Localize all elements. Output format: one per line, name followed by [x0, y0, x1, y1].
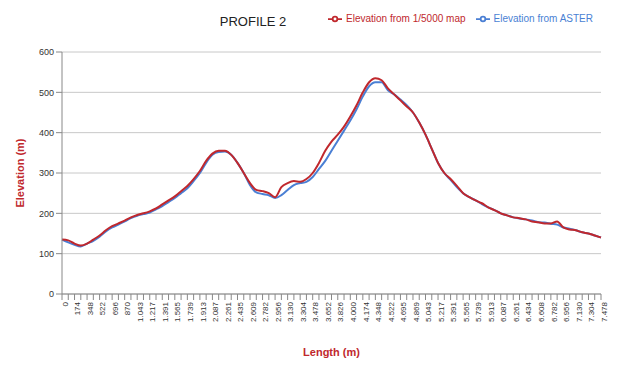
svg-text:2.435: 2.435	[236, 301, 245, 322]
svg-text:2.609: 2.609	[249, 301, 258, 322]
svg-text:2.782: 2.782	[261, 301, 270, 322]
svg-text:4.000: 4.000	[349, 301, 358, 322]
svg-text:Elevation (m): Elevation (m)	[14, 138, 26, 207]
svg-text:7.130: 7.130	[575, 301, 584, 322]
svg-text:1.043: 1.043	[136, 301, 145, 322]
svg-text:3.652: 3.652	[324, 301, 333, 322]
svg-text:4.174: 4.174	[362, 301, 371, 322]
svg-text:600: 600	[39, 47, 54, 57]
svg-text:6.087: 6.087	[499, 301, 508, 322]
svg-text:4.869: 4.869	[412, 301, 421, 322]
svg-text:1.391: 1.391	[161, 301, 170, 322]
svg-text:5.391: 5.391	[449, 301, 458, 322]
svg-text:6.261: 6.261	[512, 301, 521, 322]
svg-text:200: 200	[39, 209, 54, 219]
svg-text:1.913: 1.913	[199, 301, 208, 322]
svg-text:1.217: 1.217	[148, 301, 157, 322]
svg-text:3.478: 3.478	[311, 301, 320, 322]
svg-text:6.782: 6.782	[550, 301, 559, 322]
svg-text:4.522: 4.522	[387, 301, 396, 322]
svg-text:2.261: 2.261	[224, 301, 233, 322]
svg-text:0: 0	[49, 289, 54, 299]
svg-text:2.087: 2.087	[211, 301, 220, 322]
svg-text:Length (m): Length (m)	[303, 346, 360, 358]
svg-text:7.478: 7.478	[600, 301, 609, 322]
svg-text:0: 0	[61, 301, 70, 306]
svg-text:4.348: 4.348	[374, 301, 383, 322]
svg-text:2.956: 2.956	[274, 301, 283, 322]
svg-text:100: 100	[39, 249, 54, 259]
svg-text:522: 522	[98, 301, 107, 315]
html-text:Elevation from 1/5000 map: Elevation from 1/5000 map	[346, 12, 466, 24]
svg-text:6.608: 6.608	[537, 301, 546, 322]
svg-text:5.565: 5.565	[462, 301, 471, 322]
svg-text:500: 500	[39, 88, 54, 98]
svg-text:1.565: 1.565	[173, 301, 182, 322]
svg-text:400: 400	[39, 128, 54, 138]
svg-text:3.826: 3.826	[336, 301, 345, 322]
svg-text:696: 696	[111, 301, 120, 315]
svg-text:348: 348	[86, 301, 95, 315]
svg-text:1.739: 1.739	[186, 301, 195, 322]
svg-text:300: 300	[39, 168, 54, 178]
svg-text:3.304: 3.304	[299, 301, 308, 322]
svg-text:6.956: 6.956	[562, 301, 571, 322]
svg-text:5.913: 5.913	[487, 301, 496, 322]
svg-text:5.217: 5.217	[437, 301, 446, 322]
html-text:Elevation from ASTER: Elevation from ASTER	[493, 12, 593, 24]
svg-text:174: 174	[73, 301, 82, 315]
svg-text:6.434: 6.434	[524, 301, 533, 322]
svg-text:4.695: 4.695	[399, 301, 408, 322]
svg-text:5.043: 5.043	[424, 301, 433, 322]
svg-text:870: 870	[123, 301, 132, 315]
svg-text:5.739: 5.739	[474, 301, 483, 322]
svg-text:7.304: 7.304	[587, 301, 596, 322]
svg-text:3.130: 3.130	[286, 301, 295, 322]
html-text:PROFILE 2: PROFILE 2	[219, 14, 287, 29]
